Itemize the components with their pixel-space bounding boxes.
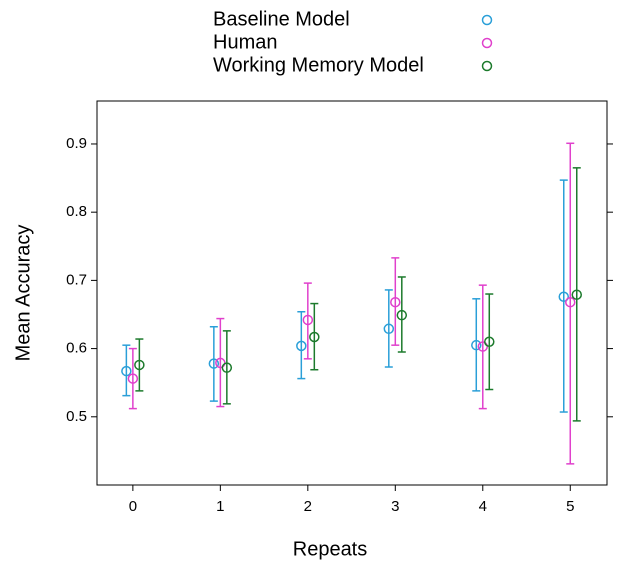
error-bar — [209, 326, 218, 402]
error-bar — [566, 142, 575, 465]
y-tick-label: 0.7 — [66, 271, 87, 288]
x-tick-label: 5 — [566, 498, 574, 515]
legend-marker — [481, 37, 493, 49]
legend-label: Human — [213, 31, 277, 53]
error-bar — [472, 298, 481, 392]
y-tick-label: 0.8 — [66, 203, 87, 220]
legend-marker — [481, 60, 493, 72]
point — [134, 359, 145, 371]
error-bar — [122, 344, 131, 397]
point — [565, 296, 576, 308]
y-tick-label: 0.5 — [66, 408, 87, 425]
x-tick-label: 4 — [479, 498, 487, 515]
error-bar — [222, 330, 231, 405]
error-bar — [559, 179, 568, 413]
error-bar — [397, 276, 406, 353]
point — [484, 336, 495, 348]
point — [571, 289, 583, 300]
x-tick-label: 3 — [391, 498, 399, 515]
error-bar — [478, 284, 487, 410]
y-tick-label: 0.9 — [66, 135, 87, 152]
legend-label: Working Memory Model — [213, 54, 424, 76]
point — [471, 339, 482, 351]
x-tick-label: 2 — [304, 498, 312, 515]
point — [121, 365, 132, 377]
point — [302, 314, 314, 326]
error-bar — [128, 347, 137, 410]
y-tick-label: 0.6 — [66, 340, 87, 357]
x-tick-label: 0 — [129, 498, 137, 515]
legend-label: Baseline Model — [213, 8, 350, 30]
point — [296, 340, 307, 352]
legend-marker — [481, 14, 493, 26]
error-bar — [384, 289, 393, 368]
x-axis-label: Repeats — [293, 538, 368, 560]
point — [309, 331, 320, 343]
error-bar — [216, 317, 225, 408]
point — [127, 373, 139, 384]
error-bar — [310, 302, 319, 371]
point — [558, 291, 570, 303]
point — [383, 323, 395, 335]
error-bar — [485, 293, 494, 391]
error-bar — [303, 282, 312, 360]
y-axis-label: Mean Accuracy — [12, 225, 34, 362]
x-tick-label: 1 — [216, 498, 224, 515]
point — [208, 358, 220, 369]
error-bar — [135, 338, 144, 392]
plot-frame — [96, 100, 608, 486]
point — [221, 362, 233, 373]
error-bar — [391, 257, 400, 346]
error-bar — [297, 311, 306, 380]
point — [390, 296, 401, 308]
error-bar — [572, 167, 581, 422]
point — [396, 309, 408, 321]
